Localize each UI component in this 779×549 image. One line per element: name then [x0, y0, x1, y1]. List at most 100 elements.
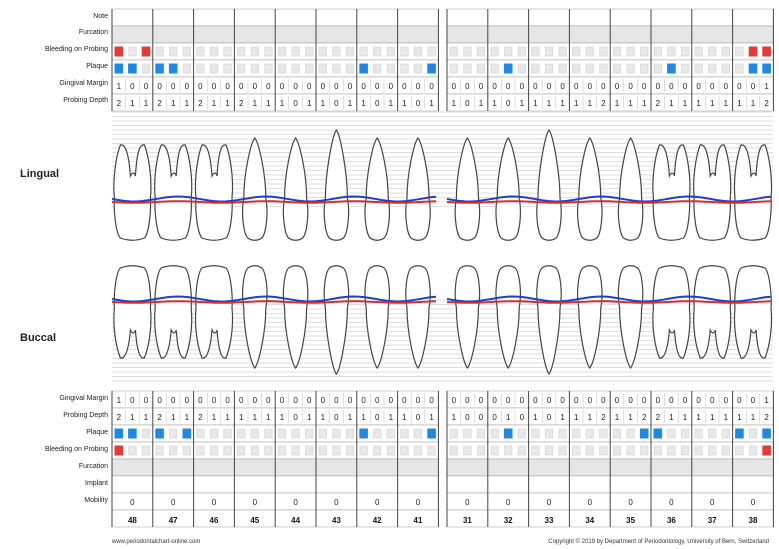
site-box — [223, 63, 232, 74]
site-box — [209, 46, 219, 57]
gingival-margin-value: 0 — [574, 82, 579, 91]
site-box — [386, 445, 395, 456]
lower-row-labels: Gingival Margin Probing Depth Plaque Ble… — [0, 393, 108, 513]
plaque-mark — [735, 428, 744, 439]
row-label-bleeding-lower: Bleeding on Probing — [44, 446, 108, 453]
site-box — [223, 445, 232, 456]
probing-depth-value: 0 — [293, 99, 298, 108]
gingival-margin-value: 0 — [683, 396, 688, 405]
site-box — [359, 445, 368, 456]
footer-copyright: Copyright © 2019 by Department of Period… — [548, 539, 769, 545]
gingival-margin-value: 0 — [547, 396, 552, 405]
site-box — [585, 445, 594, 456]
site-box — [318, 46, 327, 57]
gingival-margin-value: 0 — [588, 396, 593, 405]
site-box — [305, 428, 314, 439]
gingival-margin-value: 0 — [171, 396, 176, 405]
site-box — [626, 63, 635, 74]
gingival-margin-value: 0 — [198, 82, 203, 91]
site-box — [209, 63, 219, 74]
site-box — [463, 46, 472, 57]
site-box — [708, 445, 717, 456]
site-box — [544, 63, 554, 74]
buccal-probing-depth-line — [446, 295, 772, 303]
tooth-outline — [536, 129, 562, 241]
bleeding-mark — [762, 445, 771, 456]
site-box — [264, 428, 273, 439]
row-label-gingival-margin: Gingival Margin — [59, 80, 108, 87]
buccal-probing-depth-line — [111, 295, 437, 303]
probing-depth-value: 1 — [307, 413, 312, 422]
probing-depth-value: 1 — [185, 99, 190, 108]
probing-depth-value: 1 — [389, 413, 394, 422]
probing-depth-value: 0 — [375, 99, 380, 108]
site-box — [169, 445, 178, 456]
site-box — [196, 445, 205, 456]
probing-depth-value: 2 — [239, 99, 244, 108]
probing-depth-value: 1 — [724, 413, 729, 422]
probing-depth-value: 1 — [751, 99, 756, 108]
buccal-teeth — [113, 265, 773, 375]
site-box — [599, 46, 608, 57]
site-box — [572, 445, 581, 456]
site-box — [182, 445, 191, 456]
site-box — [182, 46, 191, 57]
site-box — [694, 63, 703, 74]
probing-depth-value: 1 — [253, 413, 258, 422]
plaque-mark — [503, 63, 513, 74]
site-box — [373, 63, 382, 74]
gingival-margin-value: 0 — [144, 396, 149, 405]
site-box — [291, 63, 300, 74]
site-box — [169, 428, 178, 439]
site-box — [128, 46, 137, 57]
site-box — [169, 46, 178, 57]
tooth-outline — [576, 265, 603, 369]
gingival-margin-value: 0 — [737, 396, 742, 405]
probing-depth-value: 1 — [724, 99, 729, 108]
site-box — [558, 46, 567, 57]
plaque-mark — [168, 63, 178, 74]
gingival-margin-value: 1 — [117, 396, 122, 405]
gingival-margin-value: 0 — [465, 396, 470, 405]
probing-depth-value: 1 — [225, 413, 230, 422]
site-box — [721, 428, 730, 439]
site-box — [612, 445, 622, 456]
site-box — [373, 428, 382, 439]
gingival-margin-value: 0 — [375, 82, 380, 91]
site-box — [721, 63, 730, 74]
gingival-margin-value: 0 — [683, 82, 688, 91]
site-box — [544, 445, 554, 456]
probing-depth-value: 2 — [656, 413, 661, 422]
probing-depth-value: 1 — [266, 413, 271, 422]
mobility-value: 0 — [293, 498, 298, 507]
site-box — [476, 428, 486, 439]
site-box — [237, 63, 246, 74]
gingival-margin-value: 0 — [144, 82, 149, 91]
gingival-margin-value: 0 — [293, 396, 298, 405]
site-box — [640, 445, 649, 456]
site-box — [250, 46, 259, 57]
site-box — [196, 46, 205, 57]
tooth-number: 35 — [626, 516, 635, 525]
mobility-value: 0 — [130, 498, 135, 507]
site-box — [585, 428, 594, 439]
gingival-margin-value: 0 — [130, 82, 135, 91]
site-box — [277, 445, 287, 456]
site-box — [680, 46, 690, 57]
row-label-mobility: Mobility — [84, 497, 108, 504]
probing-depth-value: 1 — [737, 413, 742, 422]
probing-depth-value: 1 — [429, 99, 434, 108]
gingival-margin-value: 0 — [225, 396, 230, 405]
row-label-probing-depth: Probing Depth — [63, 97, 108, 104]
site-box — [626, 445, 635, 456]
gingival-margin-value: 0 — [656, 396, 661, 405]
probing-depth-value: 1 — [361, 413, 366, 422]
site-box — [277, 46, 287, 57]
site-box — [476, 445, 486, 456]
probing-depth-value: 1 — [506, 413, 511, 422]
probing-depth-value: 1 — [520, 99, 525, 108]
plaque-mark — [114, 63, 124, 74]
probing-depth-value: 1 — [588, 413, 593, 422]
probing-depth-value: 1 — [574, 413, 579, 422]
